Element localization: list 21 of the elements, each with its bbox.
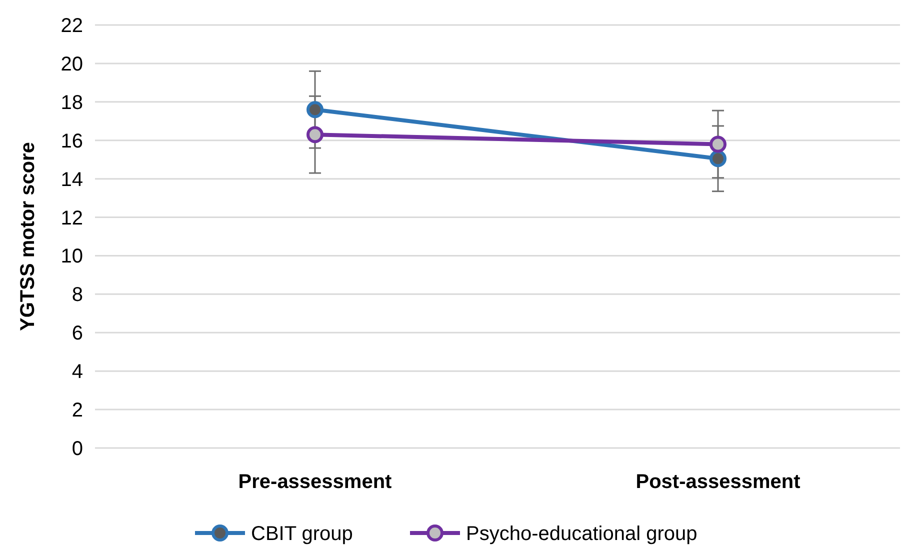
point <box>710 136 726 153</box>
y-tick-label: 4 <box>72 361 83 384</box>
y-tick-label: 2 <box>72 400 83 422</box>
x-tick-label: Pre-assessment <box>238 471 392 493</box>
y-tick-label: 18 <box>60 92 83 114</box>
y-tick-label: 6 <box>72 322 83 345</box>
y-tick-label: 10 <box>60 246 83 268</box>
y-tick-label: 16 <box>60 130 83 152</box>
point <box>306 126 324 144</box>
legend-label: Psycho-educational group <box>466 523 698 545</box>
y-tick-label: 12 <box>60 207 83 230</box>
point <box>306 101 324 118</box>
y-tick-label: 20 <box>60 53 83 76</box>
x-tick-label: Post-assessment <box>636 471 801 493</box>
y-tick-label: 14 <box>60 168 83 191</box>
y-tick-label: 22 <box>60 15 83 37</box>
y-axis-title: YGTSS motor score <box>17 142 39 331</box>
point <box>710 150 726 168</box>
y-tick-label: 0 <box>72 438 83 460</box>
y-tick-label: 8 <box>72 284 83 306</box>
legend-label: CBIT group <box>251 523 353 545</box>
